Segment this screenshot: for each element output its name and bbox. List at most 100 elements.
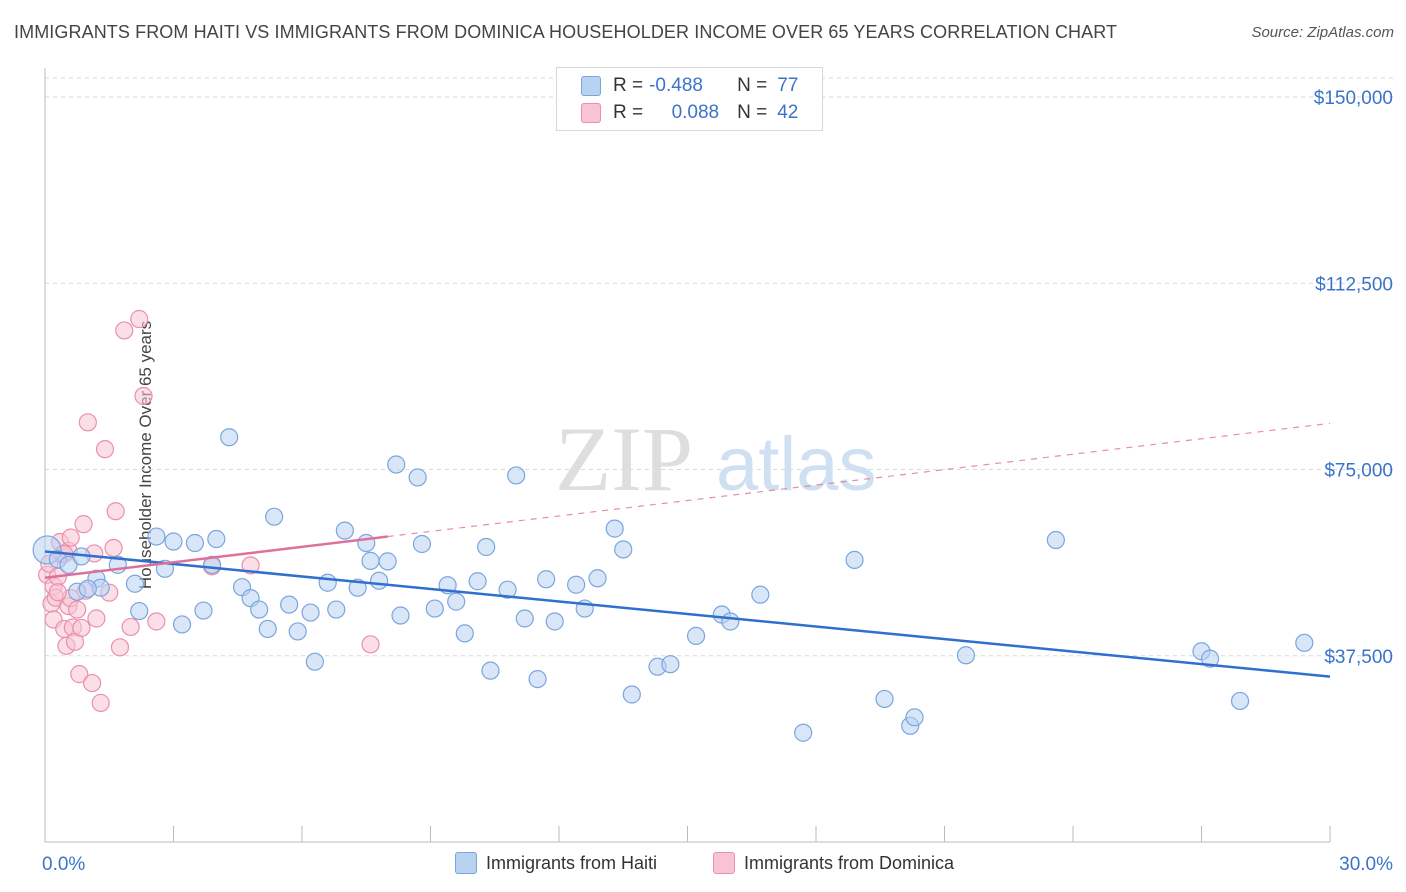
data-point-dominica (134, 386, 153, 406)
y-tick-label: $75,000 (1324, 461, 1393, 482)
data-point-haiti (498, 580, 517, 599)
data-point-haiti (172, 615, 192, 634)
data-point-dominica (95, 440, 115, 459)
legend-item-haiti[interactable]: Immigrants from Haiti (455, 852, 657, 874)
y-tick-labels: $37,500 $75,000 $112,500 $150,000 (1314, 88, 1393, 668)
data-point-dominica (70, 665, 89, 684)
data-point-haiti (686, 626, 706, 645)
data-point-haiti (318, 573, 337, 592)
data-point-dominica (72, 618, 91, 638)
data-point-haiti (507, 466, 526, 485)
data-point-haiti (361, 551, 380, 570)
data-point-haiti (468, 572, 487, 591)
data-point-haiti (335, 521, 354, 540)
data-point-haiti (125, 574, 145, 593)
data-point-haiti (622, 685, 641, 704)
data-point-haiti (391, 606, 410, 625)
data-point-haiti (1295, 633, 1314, 652)
r-value-haiti: -0.488 (649, 75, 703, 96)
data-point-haiti (250, 600, 269, 619)
axes (44, 68, 1331, 843)
data-point-haiti (794, 723, 813, 742)
x-tick-label: 0.0% (42, 854, 85, 875)
data-point-haiti (614, 540, 633, 559)
n-label: N = (737, 102, 768, 123)
data-point-dominica (115, 321, 134, 340)
data-point-haiti (130, 601, 149, 621)
legend-label-dominica: Immigrants from Dominica (744, 852, 955, 873)
y-tick-label: $112,500 (1315, 274, 1393, 295)
data-point-haiti (207, 529, 226, 549)
data-point-dominica (48, 583, 67, 602)
data-point-haiti (1200, 649, 1220, 668)
watermark: ZIP atlas (555, 408, 877, 510)
n-value-dominica: 42 (777, 102, 799, 123)
haiti-swatch (455, 852, 477, 874)
data-point-dominica (241, 556, 260, 575)
data-point-haiti (185, 533, 205, 553)
data-point-dominica (68, 600, 87, 619)
data-point-haiti (147, 527, 166, 546)
data-point-haiti (661, 655, 680, 674)
watermark-atlas: atlas (716, 422, 877, 507)
data-point-haiti (875, 689, 894, 709)
data-point-haiti (408, 468, 427, 487)
x-tick-labels: 0.0% 30.0% (42, 854, 1393, 875)
data-point-haiti (721, 612, 740, 631)
data-point-dominica (106, 502, 125, 521)
data-point-haiti (455, 624, 474, 643)
trendline-haiti (44, 550, 1331, 678)
data-point-haiti (1230, 691, 1250, 711)
trendline-dominica-extension (387, 422, 1331, 538)
r-value-dominica: 0.088 (671, 102, 720, 123)
data-point-haiti (905, 708, 924, 727)
trendline-dominica (44, 535, 388, 580)
data-point-haiti (545, 612, 564, 631)
data-point-haiti (477, 537, 496, 557)
data-point-haiti (605, 519, 624, 538)
data-point-haiti (164, 532, 183, 551)
r-label: R = (613, 102, 644, 123)
y-tick-label: $150,000 (1314, 88, 1393, 109)
data-point-haiti (378, 552, 397, 571)
data-point-haiti (78, 579, 97, 598)
source-label: Source: ZipAtlas.com (1251, 24, 1394, 41)
data-point-haiti (845, 550, 864, 569)
data-point-haiti (425, 599, 444, 618)
data-point-haiti (528, 669, 547, 689)
data-point-dominica (110, 638, 130, 657)
data-point-haiti (567, 575, 586, 594)
haiti-swatch (581, 76, 601, 96)
data-point-haiti (956, 646, 976, 665)
data-point-dominica (78, 413, 97, 432)
data-point-haiti (327, 600, 346, 619)
data-point-haiti (751, 585, 770, 604)
watermark-zip: ZIP (555, 408, 693, 510)
legend-item-dominica[interactable]: Immigrants from Dominica (713, 852, 954, 874)
data-point-haiti (370, 571, 389, 590)
data-point-dominica (83, 673, 102, 693)
data-point-haiti (280, 595, 299, 614)
data-point-haiti (588, 569, 607, 588)
dominica-swatch (713, 852, 735, 874)
legend-row-dominica: R = 0.088 N = 42 (581, 100, 798, 126)
data-point-haiti (357, 533, 376, 553)
data-point-haiti (447, 592, 466, 611)
data-point-haiti (481, 661, 500, 680)
data-point-haiti (288, 622, 307, 641)
data-point-haiti (537, 570, 556, 589)
series-haiti-points (32, 428, 1314, 742)
data-point-dominica (130, 309, 149, 329)
data-point-dominica (104, 538, 123, 558)
data-point-haiti (1046, 530, 1065, 550)
data-point-haiti (305, 652, 324, 671)
dominica-swatch (581, 103, 601, 123)
data-point-haiti (387, 455, 406, 474)
data-point-haiti (59, 555, 78, 574)
n-label: N = (737, 75, 768, 96)
chart-title: IMMIGRANTS FROM HAITI VS IMMIGRANTS FROM… (14, 22, 1118, 42)
data-point-haiti (412, 534, 432, 554)
data-point-haiti (194, 601, 213, 620)
trendlines (44, 422, 1331, 678)
